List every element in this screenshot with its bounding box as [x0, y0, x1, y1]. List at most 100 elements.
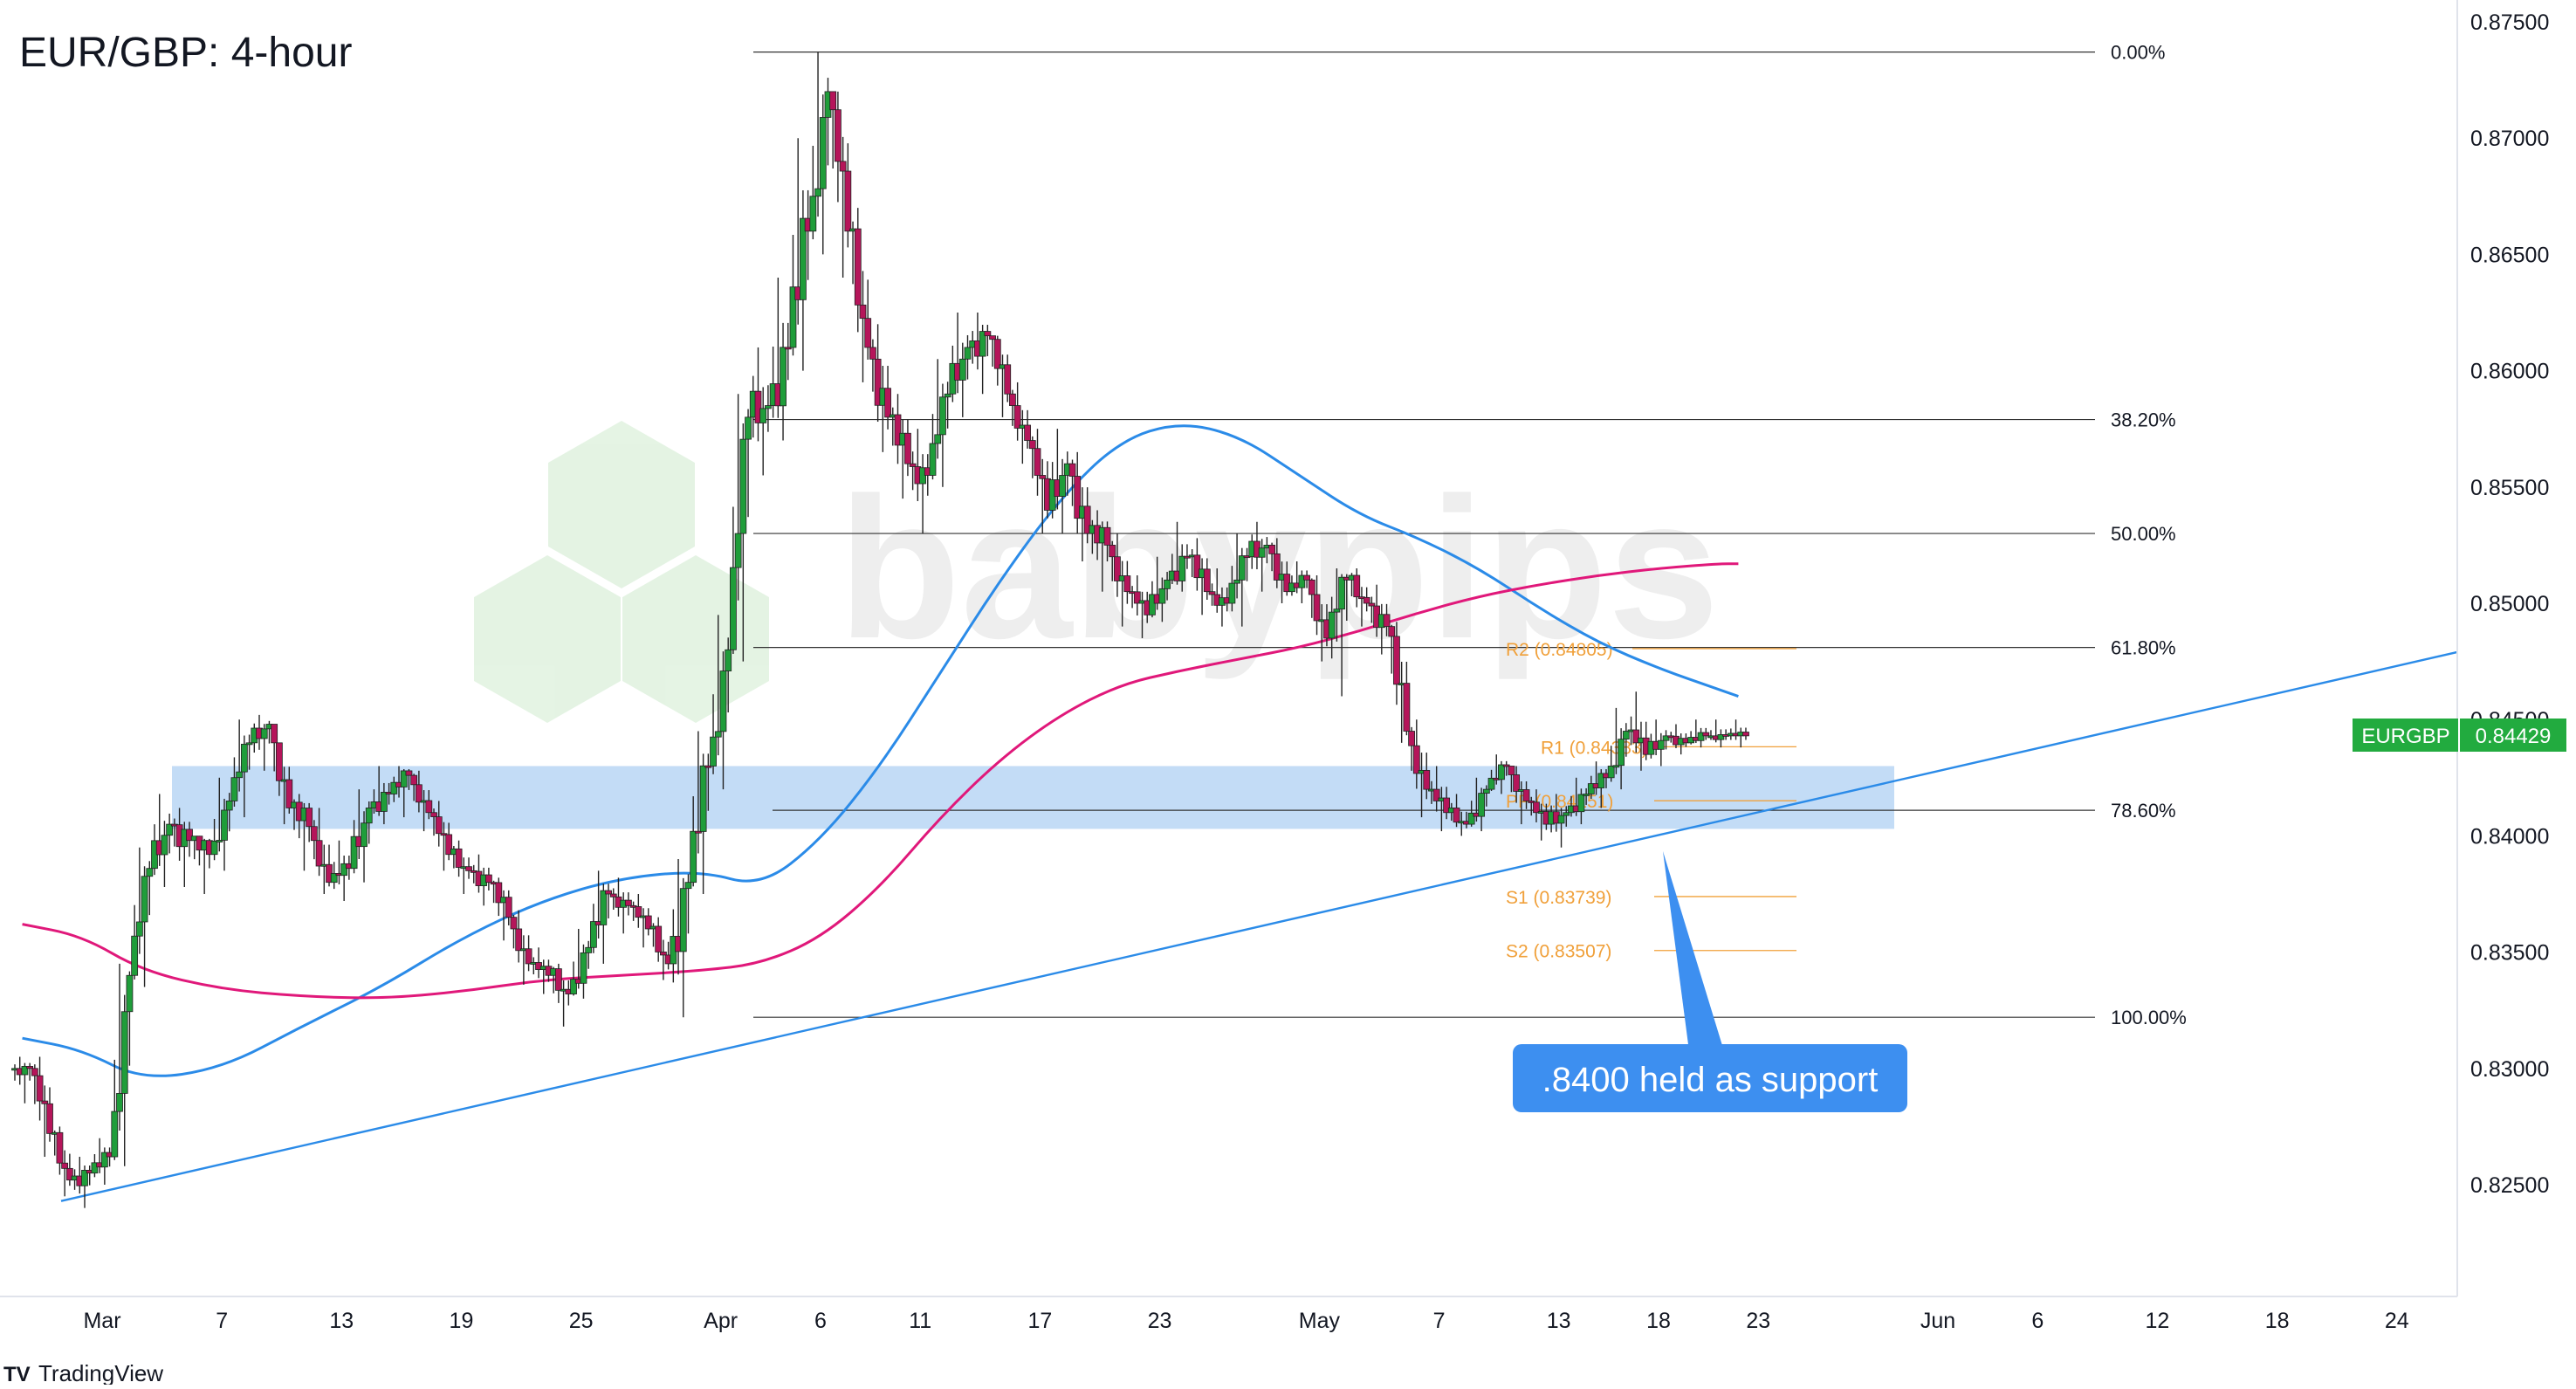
price-tick-label: 0.83500 — [2470, 941, 2549, 966]
candle-body — [1193, 554, 1201, 579]
candle-body — [789, 286, 797, 348]
pivot-label: R2 (0.84805) — [1506, 640, 1613, 660]
candle-body — [41, 1100, 49, 1104]
candle-up — [1622, 723, 1630, 757]
candle-up — [120, 994, 128, 1166]
candle-body — [126, 974, 134, 1013]
candle-down — [535, 947, 542, 979]
candle-down — [859, 271, 867, 382]
candle-up — [111, 1059, 119, 1160]
callout-text: .8400 held as support — [1542, 1061, 1879, 1099]
candle-down — [484, 867, 492, 891]
time-tick-label: 6 — [814, 1309, 827, 1333]
candle-body — [1403, 683, 1411, 732]
candle-body — [221, 809, 228, 841]
candle-down — [835, 91, 841, 203]
candle-body — [1393, 636, 1400, 685]
candle-body — [1697, 732, 1705, 741]
candle-down — [1453, 794, 1460, 828]
candle-up — [1233, 533, 1240, 599]
candles — [11, 52, 1749, 1208]
candle-down — [1368, 596, 1376, 623]
candle-down — [1513, 766, 1521, 803]
candle-down — [894, 394, 902, 464]
candle-down — [26, 1062, 34, 1081]
candle-body — [1388, 626, 1396, 637]
candle-body — [1273, 553, 1281, 581]
candle-body — [1533, 801, 1540, 814]
candle-body — [809, 196, 817, 232]
moving-averages — [22, 424, 1739, 1077]
candle-body — [644, 915, 652, 930]
candle-down — [1408, 726, 1416, 771]
candle-up — [210, 818, 218, 861]
candle-up — [979, 325, 986, 395]
price-tick-label: 0.85500 — [2470, 476, 2549, 500]
candle-up — [929, 414, 937, 480]
candle-body — [510, 917, 518, 930]
candle-body — [1004, 364, 1012, 395]
price-tag-value-box — [2460, 719, 2566, 752]
candle-body — [1482, 788, 1490, 794]
candle-up — [690, 796, 697, 887]
time-tick-label: 7 — [1433, 1309, 1446, 1333]
candle-up — [161, 821, 168, 888]
candle-body — [81, 1170, 88, 1186]
candle-down — [1074, 451, 1082, 533]
candle-body — [784, 347, 792, 350]
candle-body — [819, 117, 827, 189]
candle-down — [430, 808, 437, 836]
time-axis[interactable]: Mar 7 13 19 25 Apr 6 11 17 23 May 7 13 18 23 Jun 6 12 18 24 — [83, 1309, 2408, 1333]
candle-body — [455, 848, 463, 868]
candle-up — [679, 877, 687, 1018]
candle-up — [146, 861, 154, 916]
candle-up — [1498, 760, 1505, 794]
candle-down — [315, 808, 323, 877]
candle-body — [993, 339, 1001, 369]
candle-down — [510, 914, 518, 949]
candle-body — [495, 882, 503, 904]
candle-body — [260, 728, 268, 739]
fib-label: 61.80% — [2111, 637, 2176, 659]
candle-body — [116, 1093, 123, 1112]
candle-body — [979, 331, 986, 357]
price-axis[interactable]: 0.87500 0.87000 0.86500 0.86000 0.85500 0.850… — [2470, 10, 2549, 1198]
candle-body — [939, 396, 946, 436]
candle-body — [65, 1167, 73, 1181]
candle-body — [929, 443, 937, 476]
candle-body — [1164, 579, 1171, 589]
candle-body — [350, 835, 358, 870]
time-tick-label: 19 — [450, 1309, 474, 1333]
candle-body — [1717, 734, 1725, 740]
candle-body — [135, 921, 143, 937]
candle-down — [1502, 760, 1510, 776]
time-tick-label: 13 — [1547, 1309, 1571, 1333]
callout-box — [1513, 1044, 1907, 1112]
candle-body — [624, 899, 632, 906]
candle-body — [835, 109, 841, 162]
candle-body — [131, 935, 139, 976]
candle-down — [435, 801, 443, 847]
candle-up — [684, 874, 692, 934]
candle-down — [704, 753, 712, 811]
price-tick-label: 0.87500 — [2470, 10, 2549, 35]
candle-body — [1068, 463, 1076, 477]
candle-body — [315, 840, 323, 867]
candle-down — [839, 136, 847, 278]
candle-up — [944, 382, 951, 429]
candle-down — [554, 963, 562, 1003]
candle-body — [410, 774, 418, 786]
candle-up — [1577, 788, 1585, 825]
candle-body — [340, 863, 348, 877]
candle-body — [1034, 448, 1041, 476]
candle-body — [655, 925, 663, 952]
candle-down — [854, 208, 862, 333]
candle-down — [1114, 533, 1121, 597]
time-tick-label: 6 — [2031, 1309, 2044, 1333]
candle-body — [589, 921, 597, 948]
candle-body — [1498, 764, 1505, 780]
candle-down — [1028, 436, 1036, 478]
candle-body — [186, 829, 193, 842]
